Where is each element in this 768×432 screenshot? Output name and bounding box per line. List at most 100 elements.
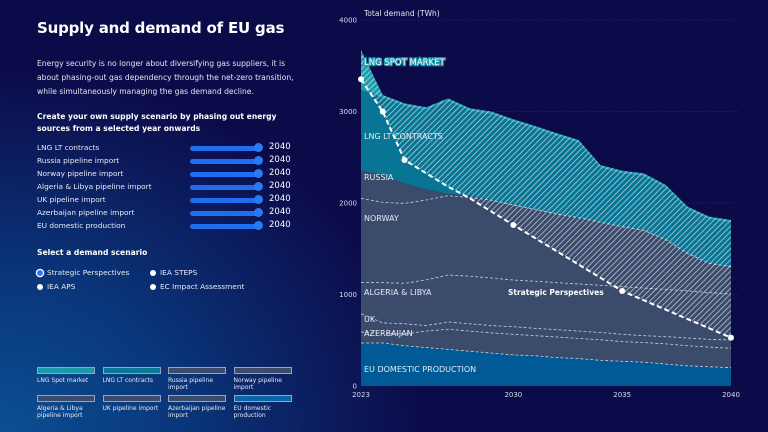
- phase-out-year-slider[interactable]: [190, 159, 260, 164]
- supply-slider-row: Azerbaijan pipeline import 2040: [37, 207, 297, 220]
- legend-item[interactable]: LNG LT contracts: [102, 367, 167, 384]
- series-boundary: [360, 195, 732, 268]
- supply-slider-row: Norway pipeline import 2040: [37, 168, 297, 181]
- slider-thumb[interactable]: [254, 221, 263, 230]
- area-label: ALGERIA & LIBYA: [364, 288, 432, 297]
- area-label: EU DOMESTIC PRODUCTION: [364, 365, 476, 374]
- legend-item[interactable]: UK pipeline import: [102, 395, 167, 412]
- area-label: UK: [364, 315, 376, 324]
- phase-out-year-slider[interactable]: [190, 172, 260, 177]
- demand-scenario-radio[interactable]: IEA APS: [37, 282, 75, 294]
- slider-value: 2040: [269, 168, 291, 178]
- radio-dot[interactable]: [37, 283, 43, 290]
- slider-label: EU domestic production: [37, 221, 126, 230]
- y-tick-label: 2000: [339, 200, 357, 208]
- radio-dot[interactable]: [150, 283, 156, 290]
- area-label: NORWAY: [364, 214, 399, 223]
- slider-value: 2040: [269, 142, 291, 152]
- x-tick-label: 2040: [722, 391, 740, 399]
- y-tick-label: 0: [353, 383, 357, 391]
- legend-label: LNG LT contracts: [102, 377, 154, 384]
- area-uk: [361, 313, 731, 349]
- slider-thumb[interactable]: [254, 182, 263, 191]
- radio-dot[interactable]: [150, 269, 156, 276]
- phase-out-year-slider[interactable]: [190, 224, 260, 229]
- y-axis-title: Total demand (TWh): [363, 9, 440, 18]
- radio-label: Strategic Perspectives: [47, 268, 130, 277]
- slider-label: Russia pipeline import: [37, 156, 120, 165]
- series-boundary: [360, 328, 732, 349]
- hatch-surplus: [361, 89, 731, 267]
- demand-line-label: Strategic Perspectives: [508, 288, 604, 297]
- radio-label: IEA APS: [47, 282, 76, 291]
- slider-label: Algeria & Libya pipeline import: [37, 182, 152, 191]
- legend-item[interactable]: Algeria & Libya pipeline import: [37, 395, 101, 419]
- slider-thumb[interactable]: [254, 169, 263, 178]
- legend-swatch: [37, 367, 95, 374]
- area-eu-domestic-production: [361, 342, 731, 386]
- demand-marker: [379, 108, 386, 115]
- area-azerbaijan: [361, 329, 731, 368]
- slider-value: 2040: [269, 220, 291, 230]
- legend-swatch: [168, 367, 226, 374]
- legend-label: Algeria & Libya pipeline import: [37, 405, 83, 419]
- radio-label: EC Impact Assessment: [160, 282, 245, 291]
- slider-value: 2040: [269, 194, 291, 204]
- y-tick-label: 1000: [339, 291, 357, 299]
- phase-out-year-slider[interactable]: [190, 211, 260, 216]
- slider-value: 2040: [269, 181, 291, 191]
- slider-thumb[interactable]: [254, 208, 263, 217]
- slider-value: 2040: [269, 207, 291, 217]
- demand-marker: [401, 156, 408, 163]
- x-tick-label: 2030: [504, 391, 522, 399]
- x-tick-label: 2023: [352, 391, 370, 399]
- legend-item[interactable]: Azerbaijan pipeline import: [168, 395, 232, 419]
- demand-marker: [358, 76, 364, 83]
- supply-slider-row: LNG LT contracts 2040: [37, 142, 297, 155]
- legend-swatch: [102, 395, 161, 402]
- legend-label: Azerbaijan pipeline import: [168, 405, 226, 419]
- legend-item[interactable]: EU domestic production: [233, 395, 298, 419]
- legend-swatch: [233, 395, 292, 402]
- series-boundary: [361, 342, 732, 369]
- supply-slider-row: Algeria & Libya pipeline import 2040: [37, 181, 297, 194]
- slider-value: 2040: [269, 155, 291, 165]
- supply-slider-row: EU domestic production 2040: [37, 220, 297, 233]
- legend-item[interactable]: LNG Spot market: [37, 367, 101, 384]
- slider-label: LNG LT contracts: [37, 143, 100, 152]
- radio-dot[interactable]: [37, 269, 43, 276]
- phase-out-year-slider[interactable]: [190, 198, 260, 203]
- legend-item[interactable]: Russia pipeline import: [168, 367, 232, 391]
- phase-out-year-slider[interactable]: [190, 185, 260, 190]
- demand-marker: [510, 221, 517, 228]
- demand-scenario-radio[interactable]: Strategic Perspectives: [37, 268, 129, 280]
- phase-out-year-slider[interactable]: [190, 146, 260, 151]
- legend-label: EU domestic production: [233, 405, 272, 419]
- supply-slider-row: Russia pipeline import 2040: [37, 155, 297, 168]
- area-label: AZERBAIJAN: [364, 329, 413, 338]
- area-label: LNG SPOT MARKET: [364, 58, 445, 68]
- demand-scenario-radio[interactable]: IEA STEPS: [150, 268, 197, 280]
- legend-swatch: [233, 367, 292, 374]
- slider-label: UK pipeline import: [37, 195, 106, 204]
- demand-marker: [728, 334, 734, 341]
- slider-thumb[interactable]: [254, 143, 263, 152]
- supply-slider-row: UK pipeline import 2040: [37, 194, 297, 207]
- y-tick-label: 3000: [339, 108, 357, 116]
- legend-swatch: [37, 395, 95, 402]
- series-boundary: [360, 274, 732, 295]
- slider-thumb[interactable]: [254, 195, 263, 204]
- y-tick-label: 4000: [339, 17, 357, 25]
- slider-label: Norway pipeline import: [37, 169, 124, 178]
- demand-heading: Select a demand scenario: [37, 248, 148, 257]
- legend-label: Norway pipeline import: [233, 377, 282, 391]
- intro-text: Energy security is no longer about diver…: [37, 59, 294, 96]
- page-title: Supply and demand of EU gas: [37, 19, 285, 37]
- demand-scenario-radio[interactable]: EC Impact Assessment: [150, 282, 244, 294]
- legend-item[interactable]: Norway pipeline import: [233, 367, 298, 391]
- x-tick-label: 2035: [613, 391, 631, 399]
- legend-swatch: [102, 367, 161, 374]
- slider-thumb[interactable]: [254, 156, 263, 165]
- radio-label: IEA STEPS: [160, 268, 198, 277]
